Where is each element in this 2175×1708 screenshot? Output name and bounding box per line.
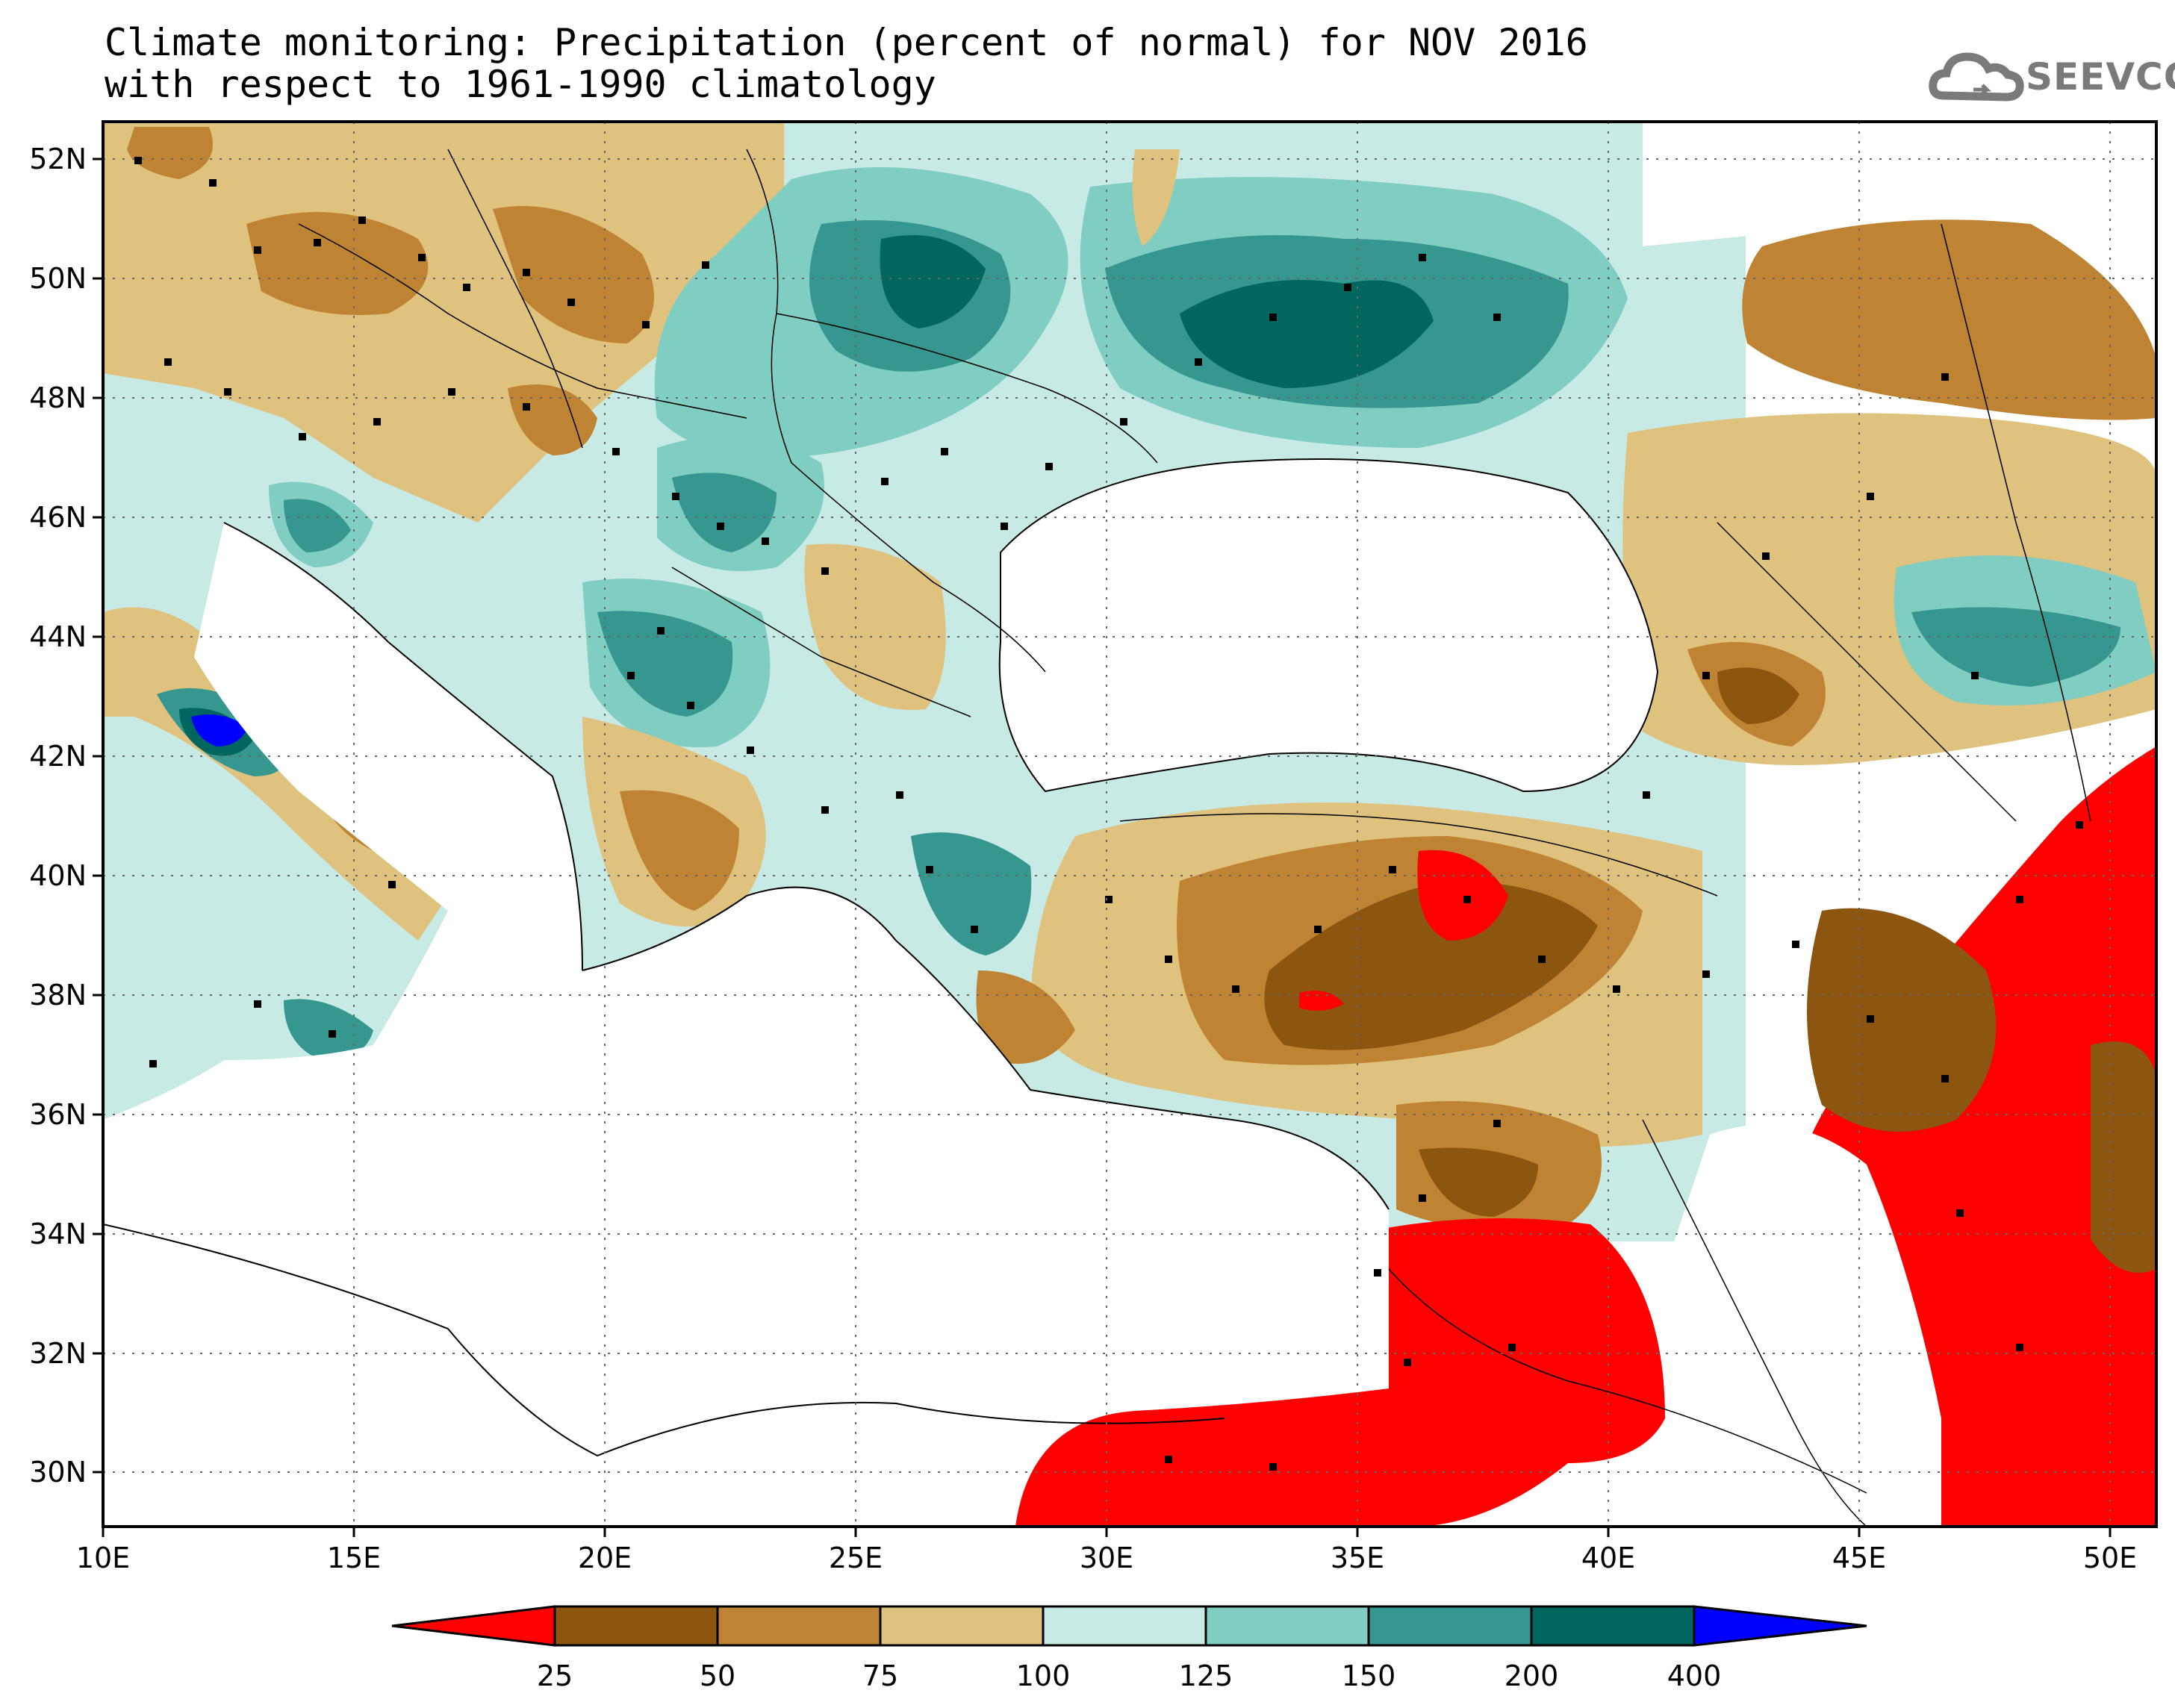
lat-label: 42N [29,740,87,773]
map-title-line1: Climate monitoring: Precipitation (perce… [105,21,1588,64]
lon-label: 15E [327,1542,381,1574]
lon-label: 50E [2083,1542,2137,1574]
colorbar-label: 400 [1667,1659,1722,1692]
colorbar-label: 100 [1016,1659,1071,1692]
precipitation-field [103,122,2156,1527]
colorbar-label: 75 [862,1659,898,1692]
lat-label: 38N [29,979,87,1012]
lat-label: 52N [29,143,87,175]
lat-label: 46N [29,501,87,534]
lon-label: 40E [1581,1542,1635,1574]
lon-label: 25E [829,1542,883,1574]
colorbar-box [716,1605,882,1647]
colorbar-high-arrow [1693,1605,1867,1647]
map-title-line2: with respect to 1961-1990 climatology [105,63,936,106]
logo-text: SEEVCCC [2026,55,2175,99]
colorbar-box [1367,1605,1533,1647]
lat-label: 36N [29,1098,87,1131]
map-gridlines [103,122,2156,1527]
colorbar-label: 25 [537,1659,573,1692]
lon-label: 35E [1331,1542,1384,1574]
lat-label: 32N [29,1337,87,1370]
colorbar-label: 50 [700,1659,735,1692]
lat-label: 50N [29,262,87,295]
cloud-icon [1929,52,2024,102]
lon-label: 20E [578,1542,632,1574]
colorbar-label: 200 [1505,1659,1559,1692]
colorbar-label: 150 [1342,1659,1396,1692]
colorbar-box [879,1605,1045,1647]
colorbar-label: 125 [1179,1659,1233,1692]
colorbar [391,1605,1867,1647]
lat-label: 30N [29,1456,87,1489]
lon-label: 30E [1080,1542,1133,1574]
colorbar-box [553,1605,719,1647]
lon-label: 45E [1832,1542,1886,1574]
lon-label: 10E [76,1542,130,1574]
lat-label: 40N [29,859,87,892]
map-frame [102,120,2158,1528]
colorbar-box [1530,1605,1696,1647]
lat-label: 44N [29,620,87,653]
lat-label: 34N [29,1218,87,1250]
station-markers [134,157,2083,1471]
lat-label: 48N [29,381,87,414]
colorbar-low-arrow [391,1605,556,1647]
colorbar-box [1042,1605,1207,1647]
seevccc-logo: SEEVCCC [1929,46,2175,106]
colorbar-box [1204,1605,1370,1647]
